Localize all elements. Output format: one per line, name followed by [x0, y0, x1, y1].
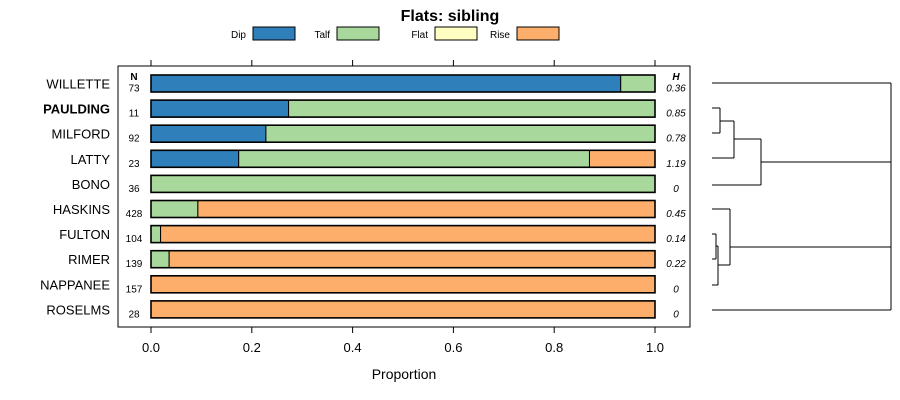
h-column-header: H: [672, 72, 680, 83]
bar-segment-dip: [150, 149, 240, 168]
row-haskins: HASKINS 428 0.45: [53, 199, 686, 220]
x-tick-label: 0.0: [142, 340, 160, 355]
x-tick-label: 0.4: [344, 340, 362, 355]
bar-rows: WILLETTE 73 0.36 PAULDING 11 0.85 MILFORD 92 0.7…: [40, 74, 686, 320]
n-column-header: N: [130, 72, 137, 83]
row-h-value: 0.14: [666, 234, 686, 245]
bar-outline: [150, 99, 656, 118]
legend-swatch-dip: [252, 26, 296, 41]
chart-title: Flats: sibling: [401, 8, 500, 25]
row-label: RIMER: [68, 252, 110, 267]
row-h-value: 0.22: [666, 259, 686, 270]
row-n-value: 23: [128, 159, 140, 170]
bar-outline: [150, 274, 656, 294]
bar-segment-rise: [160, 225, 656, 244]
row-h-value: 0.36: [666, 84, 686, 95]
row-willette: WILLETTE 73 0.36: [46, 74, 686, 95]
row-latty: LATTY 23 1.19: [71, 149, 686, 170]
bar-segment-rise: [197, 200, 656, 218]
bar-segment-talf: [150, 250, 170, 269]
legend-swatch-flat: [434, 26, 478, 41]
row-n-value: 36: [128, 184, 140, 195]
row-h-value: 0.45: [666, 209, 686, 220]
bar-segment-dip: [150, 124, 267, 143]
bar-outline: [150, 249, 656, 269]
dendrogram: [712, 82, 892, 311]
x-tick-label: 0.8: [545, 340, 563, 355]
legend-label-flat: Flat: [411, 30, 428, 41]
x-axis-label: Proportion: [372, 366, 437, 382]
bar-outline: [150, 199, 656, 219]
bar-segment-talf: [265, 124, 656, 143]
row-label: BONO: [72, 177, 110, 192]
row-rimer: RIMER 139 0.22: [68, 249, 686, 270]
row-roselms: ROSELMS 28 0: [46, 300, 679, 320]
row-label: ROSELMS: [46, 302, 110, 317]
row-h-value: 0: [673, 284, 679, 295]
row-label: PAULDING: [43, 102, 110, 117]
x-axes: 0.0 0.2 0.4 0.6 0.8 1.0: [142, 60, 664, 355]
legend-label-rise: Rise: [490, 30, 510, 41]
bar-segment-rise: [168, 250, 656, 269]
legend-label-talf: Talf: [314, 30, 330, 41]
legend-swatch-talf: [336, 26, 380, 41]
row-nappanee: NAPPANEE 157 0: [40, 274, 679, 295]
row-n-value: 104: [126, 234, 143, 245]
row-label: FULTON: [59, 227, 110, 242]
bar-outline: [150, 224, 656, 244]
row-label: LATTY: [71, 152, 111, 167]
row-n-value: 11: [129, 109, 140, 120]
bar-outline: [150, 300, 656, 319]
bar-segment-talf: [288, 99, 656, 118]
row-h-value: 0.85: [666, 109, 686, 120]
bar-segment-talf: [238, 149, 590, 168]
bar-segment-talf: [150, 225, 162, 244]
row-h-value: 0.78: [666, 134, 686, 145]
bar-segment-talf: [620, 74, 656, 93]
row-bono: BONO 36 0: [72, 174, 679, 195]
bar-segment-talf: [150, 174, 656, 193]
bar-segment-rise: [150, 275, 656, 294]
bar-outline: [150, 174, 656, 194]
row-h-value: 1.19: [666, 159, 686, 170]
row-h-value: 0: [673, 184, 679, 195]
row-label: MILFORD: [52, 127, 111, 142]
bar-segment-rise: [150, 300, 656, 319]
row-n-value: 139: [126, 259, 143, 270]
legend-swatch-rise: [516, 26, 560, 41]
row-h-value: 0: [673, 309, 679, 320]
bar-segment-dip: [150, 99, 290, 118]
row-label: NAPPANEE: [40, 277, 110, 292]
legend: Dip Talf Flat Rise: [231, 26, 560, 41]
bar-segment-dip: [150, 74, 622, 93]
legend-label-dip: Dip: [231, 30, 246, 41]
row-n-value: 157: [126, 284, 143, 295]
row-n-value: 92: [128, 134, 140, 145]
x-tick-label: 0.2: [243, 340, 261, 355]
x-tick-label: 0.6: [444, 340, 462, 355]
plot-frame: [117, 65, 691, 328]
row-fulton: FULTON 104 0.14: [59, 224, 686, 245]
bar-outline: [150, 124, 656, 143]
row-n-value: 28: [128, 309, 140, 320]
row-n-value: 73: [128, 84, 140, 95]
bar-outline: [150, 149, 656, 169]
bar-outline: [150, 74, 656, 93]
x-tick-label: 1.0: [646, 340, 664, 355]
row-paulding: PAULDING 11 0.85: [43, 99, 686, 120]
bar-segment-rise: [588, 149, 656, 168]
row-n-value: 428: [126, 209, 143, 220]
row-label: HASKINS: [53, 202, 110, 217]
row-milford: MILFORD 92 0.78: [52, 124, 686, 145]
bar-segment-talf: [150, 200, 199, 218]
row-label: WILLETTE: [46, 77, 110, 92]
